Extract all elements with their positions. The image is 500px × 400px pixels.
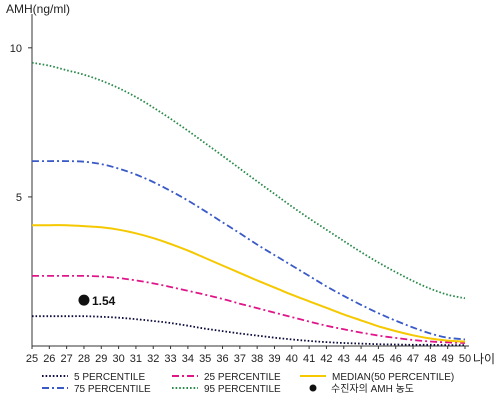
legend-label: 5 PERCENTILE [74, 372, 145, 383]
legend-label: 25 PERCENTILE [204, 372, 281, 383]
x-axis-title: 나이 [473, 352, 495, 366]
x-tick-label: 46 [390, 353, 402, 365]
x-tick-label: 31 [130, 353, 142, 365]
legend-label: MEDIAN(50 PERCENTILE) [332, 372, 454, 383]
x-tick-label: 30 [112, 353, 124, 365]
x-tick-label: 48 [424, 353, 436, 365]
x-tick-label: 28 [78, 353, 90, 365]
series-line-5-percentile [31, 315, 466, 347]
x-tick-label: 41 [303, 353, 315, 365]
legend: 5 PERCENTILE 25 PERCENTILE MEDIAN(50 PERCE… [42, 372, 454, 395]
x-tick-label: 43 [338, 353, 350, 365]
y-axis-title: AMH(ng/ml) [6, 2, 70, 16]
x-tick-label: 40 [286, 353, 298, 365]
legend-label: 95 PERCENTILE [204, 384, 281, 395]
x-tick-label: 33 [164, 353, 176, 365]
legend-label: 75 PERCENTILE [74, 384, 151, 395]
x-tick-label: 49 [442, 353, 454, 365]
series-line-25-percentile [31, 274, 466, 344]
series-line-95-percentile [31, 61, 466, 300]
x-tick-label: 39 [268, 353, 280, 365]
legend-point-marker [309, 384, 317, 392]
axes: AMH(ng/ml) 5 10 25 26 27 28 29 30 31 32 33 34 35 36 37 3… [6, 2, 495, 366]
x-tick-label: 35 [199, 353, 211, 365]
x-tick-label: 26 [43, 353, 55, 365]
x-tick-label: 38 [251, 353, 263, 365]
x-tick-label: 42 [320, 353, 332, 365]
x-tick-label: 37 [234, 353, 246, 365]
series-line-median-50-percentile [32, 224, 466, 343]
patient-amh-point-label: 1.54 [92, 294, 116, 308]
x-tick-label: 27 [61, 353, 73, 365]
points-layer: 1.54 [78, 294, 116, 308]
series-layer [31, 61, 466, 347]
x-tick-label: 44 [355, 353, 367, 365]
x-tick-label: 47 [407, 353, 419, 365]
x-tick-label: 34 [182, 353, 194, 365]
x-tick-label: 50 [459, 353, 471, 365]
legend-label: 수진자의 AMH 농도 [331, 383, 414, 395]
series-line-75-percentile [32, 160, 466, 341]
y-tick-label: 5 [16, 192, 22, 204]
x-tick-label: 45 [372, 353, 384, 365]
x-tick-label: 32 [147, 353, 159, 365]
x-tick-label: 36 [216, 353, 228, 365]
y-tick-label: 10 [10, 43, 22, 55]
patient-amh-point [78, 294, 90, 306]
x-tick-label: 25 [26, 353, 38, 365]
x-tick-label: 29 [95, 353, 107, 365]
